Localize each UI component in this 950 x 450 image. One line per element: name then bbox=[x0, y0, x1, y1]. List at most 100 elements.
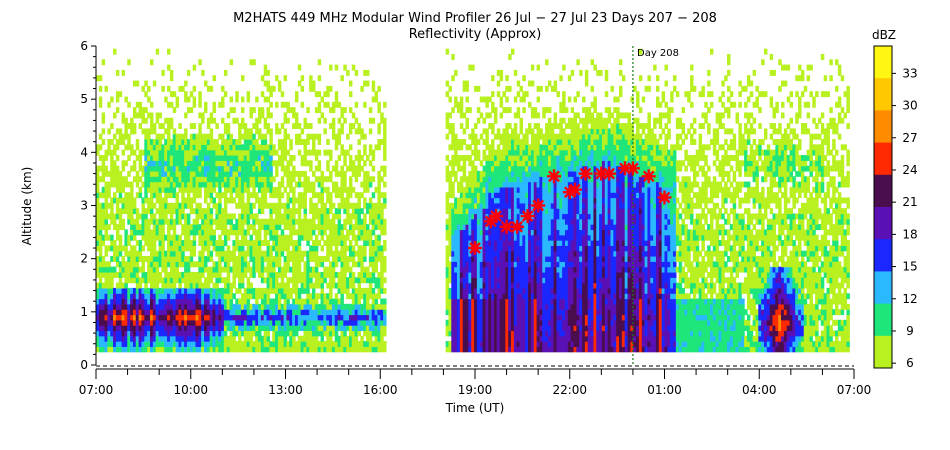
heatmap-cell bbox=[485, 181, 489, 188]
heatmap-cell bbox=[144, 346, 148, 353]
heatmap-cell bbox=[192, 303, 197, 310]
heatmap-cell bbox=[459, 319, 464, 326]
heatmap-cell bbox=[314, 309, 319, 316]
heatmap-cell bbox=[380, 245, 384, 252]
heatmap-cell bbox=[178, 123, 182, 130]
heatmap-cell bbox=[340, 197, 344, 204]
heatmap-cell bbox=[380, 218, 384, 225]
heatmap-cell bbox=[246, 208, 251, 215]
heatmap-cell bbox=[269, 181, 273, 188]
heatmap-cell bbox=[479, 261, 484, 268]
heatmap-cell bbox=[374, 341, 378, 347]
heatmap-cell bbox=[479, 176, 484, 183]
heatmap-cell bbox=[474, 123, 478, 130]
heatmap-cell bbox=[493, 192, 498, 199]
heatmap-cell bbox=[181, 144, 185, 151]
heatmap-cell bbox=[471, 319, 475, 326]
heatmap-cell bbox=[263, 197, 268, 204]
heatmap-cell bbox=[246, 176, 251, 183]
heatmap-cell bbox=[448, 213, 452, 220]
heatmap-cell bbox=[314, 213, 319, 220]
heatmap-cell bbox=[326, 319, 330, 326]
heatmap-cell bbox=[286, 309, 290, 316]
heatmap-cell bbox=[508, 218, 512, 225]
heatmap-cell bbox=[226, 128, 231, 135]
heatmap-cell bbox=[513, 128, 518, 135]
heatmap-cell bbox=[360, 341, 364, 347]
heatmap-cell bbox=[189, 298, 194, 305]
heatmap-cell bbox=[519, 160, 523, 167]
heatmap-cell bbox=[343, 282, 347, 289]
heatmap-cell bbox=[525, 229, 529, 236]
heatmap-cell bbox=[172, 240, 177, 246]
heatmap-cell bbox=[277, 346, 282, 353]
heatmap-cell bbox=[206, 287, 211, 294]
heatmap-cell bbox=[505, 325, 509, 332]
heatmap-cell bbox=[471, 256, 475, 262]
heatmap-cell bbox=[476, 107, 481, 114]
heatmap-cell bbox=[258, 160, 262, 167]
heatmap-cell bbox=[462, 277, 467, 284]
heatmap-cell bbox=[223, 250, 228, 257]
heatmap-cell bbox=[255, 218, 259, 225]
heatmap-cell bbox=[192, 309, 197, 316]
heatmap-cell bbox=[150, 208, 154, 215]
heatmap-cell bbox=[468, 319, 472, 326]
heatmap-cell bbox=[468, 154, 472, 161]
heatmap-cell bbox=[229, 287, 234, 294]
heatmap-cell bbox=[110, 266, 114, 273]
heatmap-cell bbox=[98, 154, 103, 161]
heatmap-cell bbox=[169, 234, 174, 241]
heatmap-cell bbox=[377, 107, 381, 114]
heatmap-cell bbox=[113, 170, 117, 177]
heatmap-cell bbox=[124, 335, 128, 342]
heatmap-cell bbox=[235, 346, 239, 353]
heatmap-cell bbox=[201, 266, 205, 273]
heatmap-cell bbox=[96, 309, 100, 316]
heatmap-cell bbox=[448, 240, 452, 246]
heatmap-cell bbox=[164, 325, 168, 332]
heatmap-cell bbox=[226, 266, 231, 273]
heatmap-cell bbox=[175, 314, 180, 321]
heatmap-cell bbox=[346, 309, 350, 316]
heatmap-cell bbox=[317, 133, 322, 140]
heatmap-cell bbox=[505, 192, 509, 199]
heatmap-cell bbox=[215, 208, 219, 215]
heatmap-cell bbox=[377, 208, 381, 215]
heatmap-cell bbox=[127, 293, 131, 300]
heatmap-cell bbox=[252, 186, 256, 193]
heatmap-cell bbox=[243, 309, 248, 316]
heatmap-cell bbox=[454, 144, 458, 151]
heatmap-cell bbox=[516, 107, 521, 114]
heatmap-cell bbox=[235, 287, 239, 294]
heatmap-cell bbox=[454, 261, 458, 268]
heatmap-cell bbox=[374, 346, 378, 353]
heatmap-cell bbox=[485, 112, 489, 119]
heatmap-cell bbox=[98, 165, 103, 172]
heatmap-cell bbox=[243, 303, 248, 310]
heatmap-cell bbox=[226, 303, 231, 310]
heatmap-cell bbox=[371, 192, 376, 199]
heatmap-cell bbox=[169, 170, 174, 177]
heatmap-cell bbox=[502, 213, 506, 220]
heatmap-cell bbox=[377, 293, 381, 300]
heatmap-cell bbox=[132, 325, 137, 332]
heatmap-cell bbox=[348, 154, 353, 161]
heatmap-cell bbox=[226, 346, 231, 353]
heatmap-cell bbox=[354, 117, 359, 124]
heatmap-cell bbox=[169, 325, 174, 332]
heatmap-cell bbox=[132, 128, 137, 135]
heatmap-cell bbox=[312, 133, 316, 140]
heatmap-cell bbox=[280, 218, 285, 225]
heatmap-cell bbox=[266, 346, 270, 353]
heatmap-cell bbox=[314, 335, 319, 342]
heatmap-cell bbox=[255, 303, 259, 310]
heatmap-cell bbox=[266, 256, 270, 262]
heatmap-cell bbox=[263, 250, 268, 257]
heatmap-cell bbox=[184, 271, 188, 278]
heatmap-cell bbox=[334, 192, 339, 199]
heatmap-cell bbox=[277, 202, 282, 209]
heatmap-cell bbox=[169, 91, 174, 98]
heatmap-cell bbox=[172, 293, 177, 300]
heatmap-cell bbox=[204, 186, 208, 193]
